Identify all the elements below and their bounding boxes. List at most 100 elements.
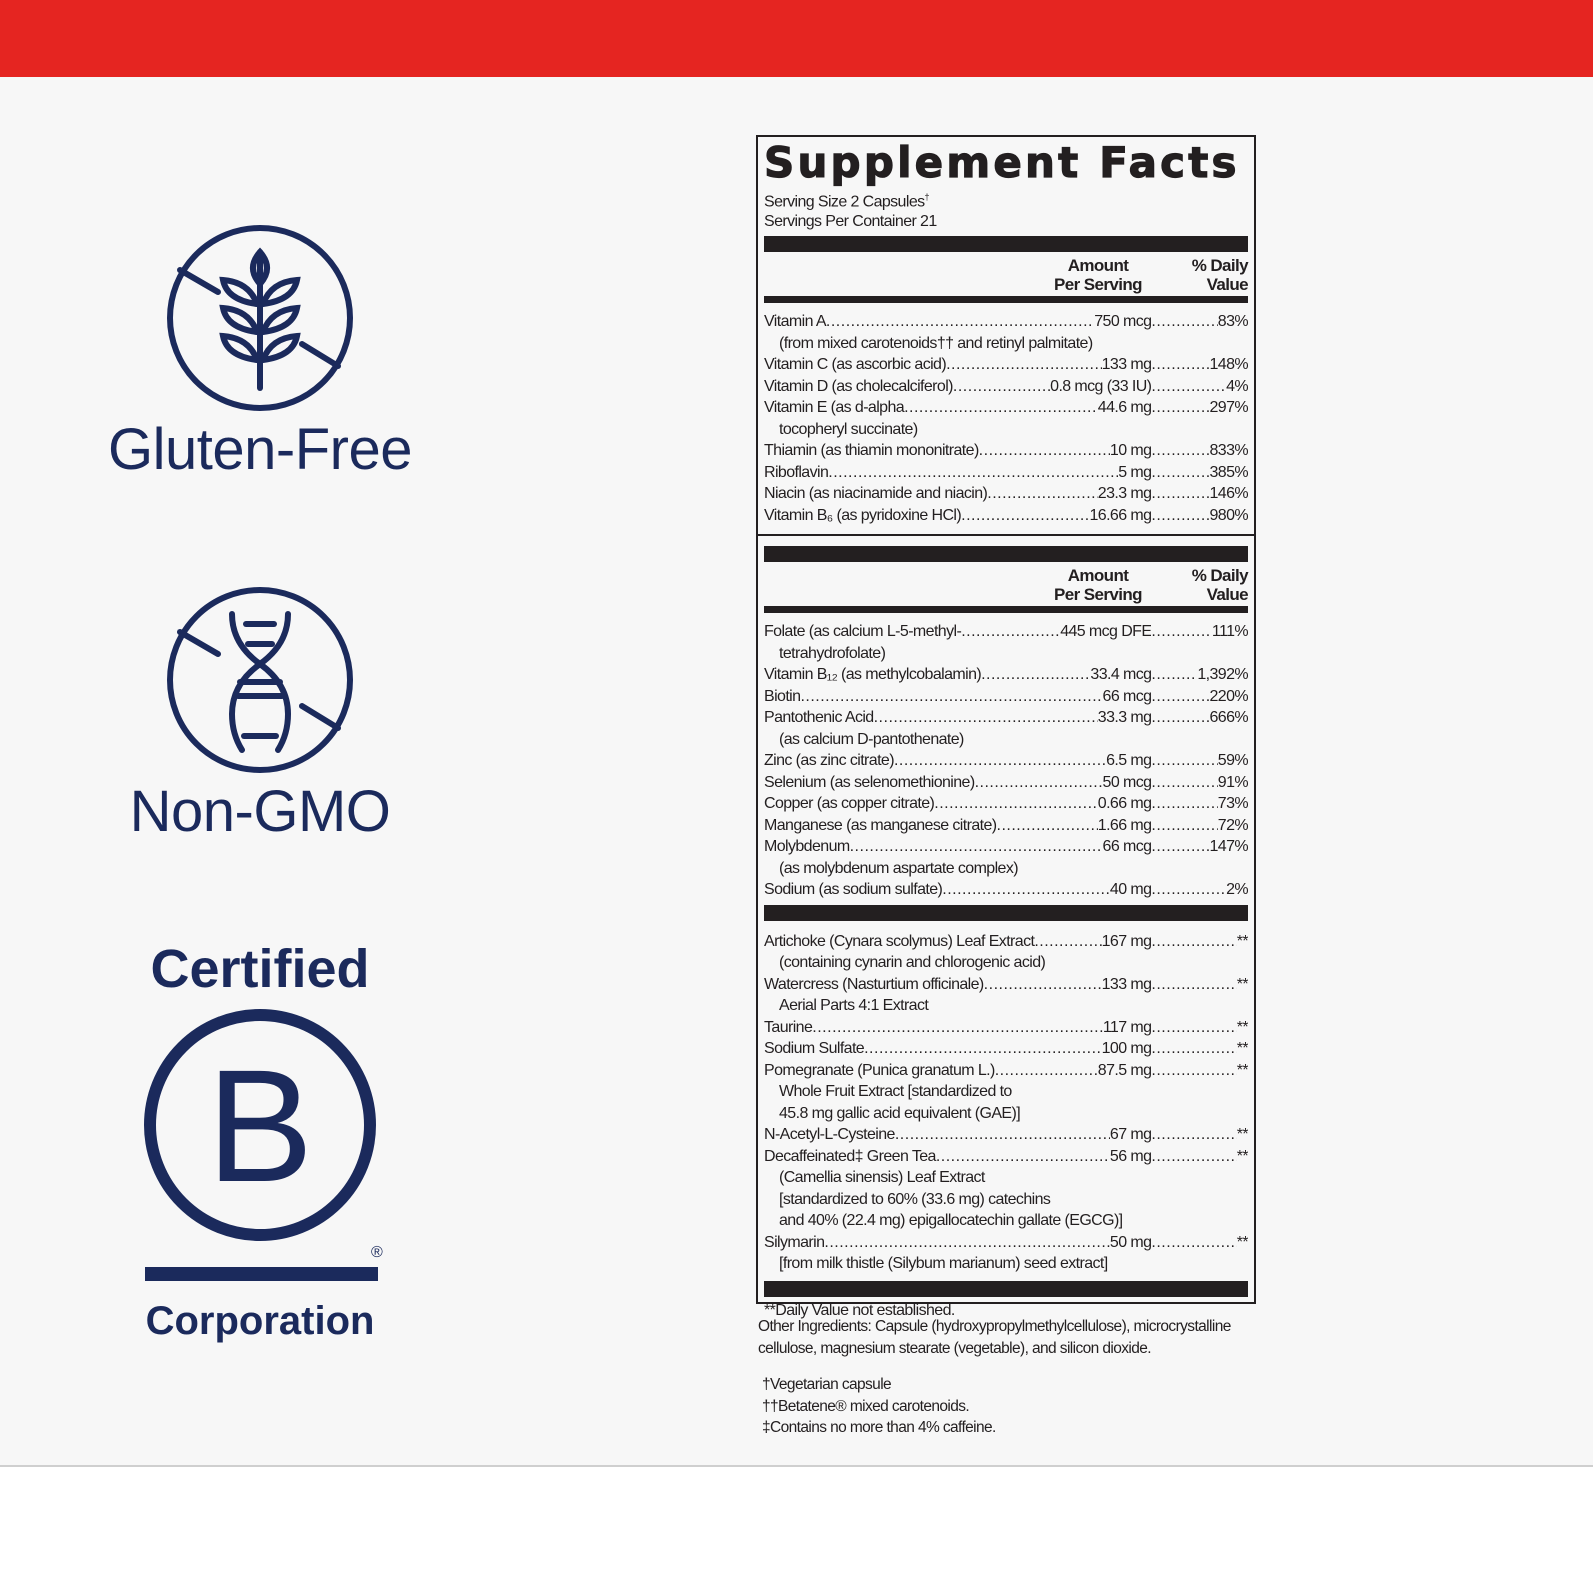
column-header: Amount Per Serving % Daily Value xyxy=(1054,566,1249,605)
nutrient-name-amount: Pantothenic Acid 33.3 mg xyxy=(764,707,1151,729)
divider xyxy=(758,534,1254,537)
nutrient-daily-value: 297% xyxy=(1209,399,1248,417)
dot-leader xyxy=(997,815,1098,837)
dot-leader xyxy=(1151,311,1217,333)
nutrient-name-amount: Vitamin E (as d-alpha 44.6 mg xyxy=(764,397,1151,419)
nutrient-name-amount: Silymarin 50 mg xyxy=(764,1232,1151,1254)
dot-leader xyxy=(1151,707,1209,729)
nutrient-dv-cell: 4% xyxy=(1151,376,1248,398)
nutrient-amount: 56 mg xyxy=(1109,1147,1152,1165)
dot-leader xyxy=(961,505,1089,527)
nutrient-dv-cell: 146% xyxy=(1151,483,1248,505)
nutrient-row: Watercress (Nasturtium officinale) 133 mg… xyxy=(764,974,1248,996)
nutrient-name: Folate (as calcium L-5-methyl- xyxy=(764,623,962,641)
nutrient-name-amount: Riboflavin 5 mg xyxy=(764,462,1151,484)
dot-leader xyxy=(975,772,1103,794)
dot-leader xyxy=(987,483,1098,505)
nutrient-dv-cell: 833% xyxy=(1151,440,1248,462)
dot-leader xyxy=(1034,931,1101,953)
nutrient-detail: and 40% (22.4 mg) epigallocatechin galla… xyxy=(779,1212,1123,1230)
nutrient-amount: 67 mg xyxy=(1109,1126,1152,1144)
dot-leader xyxy=(800,686,1102,708)
other-ingredients: Other Ingredients: Capsule (hydroxypropy… xyxy=(758,1318,1231,1357)
dot-leader xyxy=(894,750,1106,772)
nutrient-section-vitamins: Vitamin A 750 mcg 83% (from mixed carotenoi… xyxy=(764,311,1248,526)
nutrient-daily-value: 980% xyxy=(1209,506,1248,524)
nutrient-row: Sodium (as sodium sulfate) 40 mg 2% xyxy=(764,879,1248,901)
nutrient-daily-value: ** xyxy=(1236,1018,1248,1036)
b-corp-corporation-label: Corporation xyxy=(145,1299,375,1343)
nutrient-name: Sodium (as sodium sulfate) xyxy=(764,881,943,899)
nutrient-daily-value: 111% xyxy=(1211,623,1248,641)
nutrient-dv-cell: ** xyxy=(1151,1146,1248,1168)
note: †Vegetarian capsule xyxy=(762,1376,892,1393)
nutrient-row: Biotin 66 mcg 220% xyxy=(764,686,1248,708)
dot-leader xyxy=(1151,505,1209,527)
nutrient-row: Riboflavin 5 mg 385% xyxy=(764,462,1248,484)
supplement-facts-panel: Supplement Facts Serving Size 2 Capsules… xyxy=(756,135,1256,1319)
nutrient-daily-value: 2% xyxy=(1226,881,1248,899)
nutrient-dv-cell: 73% xyxy=(1151,793,1248,815)
nutrient-dv-cell: 72% xyxy=(1151,815,1248,837)
footnote: **Daily Value not established. xyxy=(764,1301,955,1319)
dot-leader xyxy=(1151,1232,1236,1254)
nutrient-name-amount: Thiamin (as thiamin mononitrate) 10 mg xyxy=(764,440,1151,462)
nutrient-row: Vitamin B₁₂ (as methylcobalamin) 33.4 mcg… xyxy=(764,664,1248,686)
nutrient-row: Vitamin B₆ (as pyridoxine HCl) 16.66 mg 98… xyxy=(764,505,1248,527)
nutrient-daily-value: 833% xyxy=(1209,442,1248,460)
dot-leader xyxy=(1151,462,1209,484)
divider xyxy=(764,904,1248,921)
nutrient-row: Pomegranate (Punica granatum L.) 87.5 mg *… xyxy=(764,1060,1248,1082)
nutrient-row: Vitamin A 750 mcg 83% xyxy=(764,311,1248,333)
dot-leader xyxy=(904,397,1098,419)
nutrient-amount: 6.5 mg xyxy=(1106,752,1152,770)
non-gmo-badge: Non-GMO xyxy=(0,584,520,845)
label-panel: Gluten-Free Non-GMO Certified B ® Corpor… xyxy=(0,77,1593,1467)
nutrient-dv-cell: 91% xyxy=(1151,772,1248,794)
nutrient-name: Selenium (as selenomethionine) xyxy=(764,773,975,791)
dot-leader xyxy=(1151,621,1211,643)
dot-leader xyxy=(1151,974,1236,996)
serving-size: Serving Size 2 Capsules† xyxy=(764,192,930,211)
nutrient-name-amount: Zinc (as zinc citrate) 6.5 mg xyxy=(764,750,1151,772)
nutrient-dv-cell: ** xyxy=(1151,1124,1248,1146)
nutrient-daily-value: ** xyxy=(1236,975,1248,993)
nutrient-row: Selenium (as selenomethionine) 50 mcg 91% xyxy=(764,772,1248,794)
nutrient-dv-cell: ** xyxy=(1151,1060,1248,1082)
nutrient-name: Vitamin B₆ (as pyridoxine HCl) xyxy=(764,506,962,524)
nutrient-daily-value: ** xyxy=(1236,1040,1248,1058)
nutrient-detail: (Camellia sinensis) Leaf Extract xyxy=(779,1169,985,1187)
nutrient-name-amount: Vitamin D (as cholecalciferol) 0.8 mcg (3… xyxy=(764,376,1151,398)
nutrient-detail: 45.8 mg gallic acid equivalent (GAE)] xyxy=(779,1104,1021,1122)
dot-leader xyxy=(995,1060,1098,1082)
nutrient-amount: 87.5 mg xyxy=(1097,1061,1152,1079)
nutrient-row: Thiamin (as thiamin mononitrate) 10 mg 833… xyxy=(764,440,1248,462)
nutrient-name-amount: Artichoke (Cynara scolymus) Leaf Extract… xyxy=(764,931,1151,953)
nutrient-dv-cell: ** xyxy=(1151,931,1248,953)
nutrient-section-minerals: Folate (as calcium L-5-methyl- 445 mcg DF… xyxy=(764,621,1248,901)
nutrient-detail: [from milk thistle (Silybum marianum) se… xyxy=(779,1255,1108,1273)
dot-leader xyxy=(934,793,1098,815)
nutrient-dv-cell: 1,392% xyxy=(1151,664,1248,686)
nutrient-row: Taurine 117 mg ** xyxy=(764,1017,1248,1039)
nutrient-dv-cell: 666% xyxy=(1151,707,1248,729)
nutrient-row: Niacin (as niacinamide and niacin) 23.3 m… xyxy=(764,483,1248,505)
nutrient-row: Copper (as copper citrate) 0.66 mg 73% xyxy=(764,793,1248,815)
dot-leader xyxy=(1151,1124,1236,1146)
nutrient-name: Manganese (as manganese citrate) xyxy=(764,816,997,834)
nutrient-daily-value: 220% xyxy=(1209,687,1248,705)
nutrient-row: Sodium Sulfate 100 mg ** xyxy=(764,1038,1248,1060)
nutrient-amount: 50 mg xyxy=(1109,1233,1152,1251)
nutrient-name: Biotin xyxy=(764,687,801,705)
nutrient-row: Vitamin D (as cholecalciferol) 0.8 mcg (3… xyxy=(764,376,1248,398)
nutrient-name-amount: Decaffeinated‡ Green Tea 56 mg xyxy=(764,1146,1151,1168)
nutrient-dv-cell: 59% xyxy=(1151,750,1248,772)
nutrient-amount: 1.66 mg xyxy=(1097,816,1152,834)
nutrient-dv-cell: ** xyxy=(1151,974,1248,996)
top-color-bar xyxy=(0,0,1593,77)
dot-leader xyxy=(1151,772,1217,794)
divider xyxy=(764,236,1248,253)
nutrient-row: Decaffeinated‡ Green Tea 56 mg ** xyxy=(764,1146,1248,1168)
dot-leader xyxy=(826,311,1094,333)
footnotes: †Vegetarian capsule ††Betatene® mixed ca… xyxy=(762,1374,996,1439)
